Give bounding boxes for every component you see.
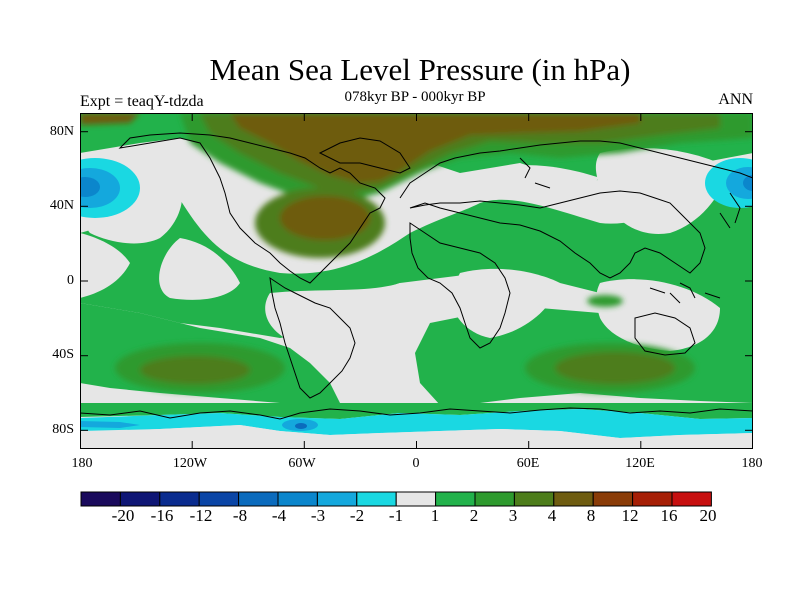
lon-label-0: 0 [412,456,420,471]
experiment-label: Expt = teaqY-tdzda [80,93,204,110]
lat-label-eq: 0 [67,273,74,288]
colorbar-label: -3 [310,506,326,525]
lon-label-180w: 180 [71,456,93,471]
colorbar-label: -1 [388,506,404,525]
colorbar-swatch [435,491,476,507]
colorbar-swatch [671,491,712,507]
plot-title: Mean Sea Level Pressure (in hPa) [209,52,631,87]
colorbar-swatch [395,491,437,507]
colorbar-swatch [80,491,121,507]
colorbar-label: -2 [349,506,365,525]
coastlines [80,132,753,420]
lon-label-60w: 60W [288,456,316,471]
colorbar-label: -8 [232,506,248,525]
colorbar-label: 12 [621,506,639,525]
colorbar-swatch [356,491,397,507]
colorbar-label: 16 [660,506,678,525]
colorbar-label: 3 [508,506,518,525]
colorbar-swatch [119,491,161,507]
colorbar [80,491,712,507]
colorbar-label: -4 [271,506,287,525]
season-label: ANN [718,91,753,108]
colorbar-swatch [316,491,358,507]
lat-label-40s: 40S [52,347,74,362]
axis-ticks [80,113,753,449]
lon-label-60e: 60E [516,456,540,471]
lat-label-80s: 80S [52,422,74,437]
colorbar-swatch [198,491,240,507]
colorbar-label: -16 [150,506,174,525]
colorbar-swatch [513,491,555,507]
lon-label-120e: 120E [625,456,655,471]
colorbar-label: 1 [430,506,440,525]
colorbar-swatch [277,491,318,507]
colorbar-swatch [592,491,634,507]
lat-label-80n: 80N [49,124,74,139]
colorbar-label: 2 [469,506,479,525]
colorbar-swatch [159,491,200,507]
colorbar-swatch [553,491,594,507]
negative-anomaly-regions [80,158,753,449]
colorbar-label: 4 [547,506,557,525]
lon-label-120w: 120W [172,456,208,471]
colorbar-swatch [632,491,673,507]
colorbar-label: 8 [586,506,596,525]
colorbar-label: -20 [111,506,135,525]
colorbar-label: -12 [189,506,213,525]
pressure-anomaly-map [80,113,753,449]
colorbar-label: 20 [699,506,717,525]
colorbar-swatch [474,491,515,507]
plot-subtitle: 078kyr BP - 000kyr BP [344,89,486,105]
colorbar-swatch [238,491,279,507]
lon-label-180e: 180 [741,456,763,471]
lat-label-40n: 40N [49,198,74,213]
